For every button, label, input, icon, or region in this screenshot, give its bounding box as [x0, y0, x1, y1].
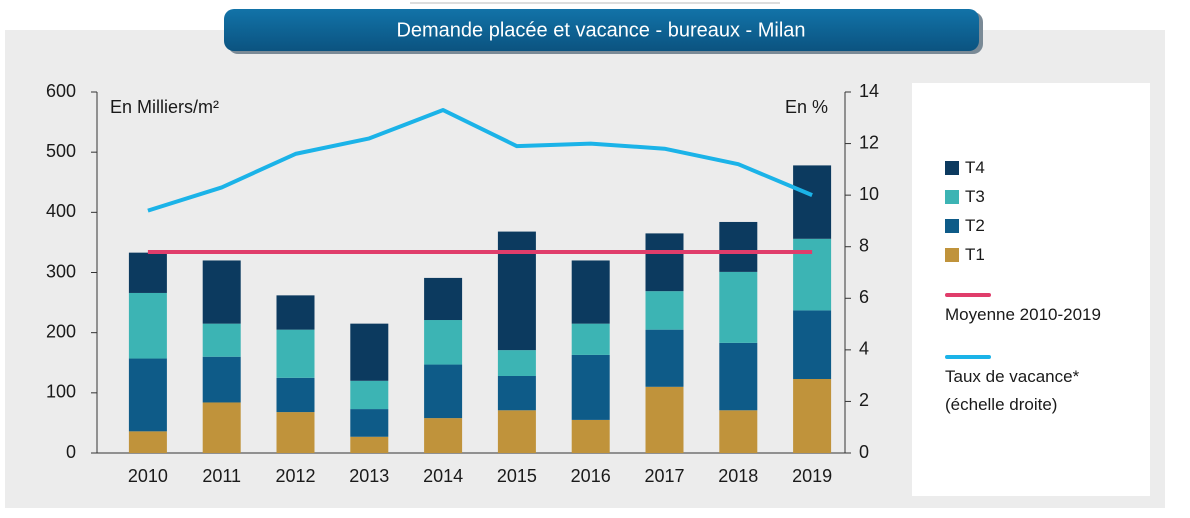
- bar-segment: [202, 402, 241, 453]
- bar-segment: [276, 295, 315, 330]
- bar-segment: [571, 260, 610, 324]
- y2-axis-label: En %: [785, 97, 828, 117]
- bar-segment: [719, 342, 758, 411]
- bar-segment: [276, 412, 315, 453]
- bar-segment: [202, 260, 241, 324]
- bar-segment: [719, 410, 758, 453]
- bar-segment: [424, 277, 463, 321]
- x-tick-label: 2015: [497, 466, 537, 486]
- bar-segment: [497, 350, 536, 376]
- bar-segment: [645, 291, 684, 330]
- chart-title: Demande placée et vacance - bureaux - Mi…: [396, 19, 805, 41]
- legend-item: T4: [945, 158, 985, 178]
- x-tick-label: 2013: [349, 466, 389, 486]
- y2-tick-label: 0: [859, 442, 869, 462]
- y2-tick-label: 10: [859, 184, 879, 204]
- legend-label: T1: [965, 245, 985, 264]
- y-tick-label: 400: [46, 201, 76, 221]
- y-tick-label: 300: [46, 261, 76, 281]
- y2-tick-label: 6: [859, 287, 869, 307]
- bar-segment: [645, 329, 684, 387]
- x-tick-label: 2016: [571, 466, 611, 486]
- bar-segment: [793, 310, 832, 379]
- y2-tick-label: 12: [859, 132, 879, 152]
- bar-segment: [424, 320, 463, 365]
- bar-segment: [793, 165, 832, 239]
- bar-segment: [497, 410, 536, 453]
- bar-segment: [645, 386, 684, 453]
- bar-segment: [128, 292, 167, 359]
- y-tick-label: 0: [66, 442, 76, 462]
- legend-item: T1: [945, 245, 985, 265]
- y-tick-label: 200: [46, 321, 76, 341]
- bar-segment: [424, 418, 463, 453]
- bar-segment: [793, 238, 832, 311]
- y2-tick-label: 8: [859, 235, 869, 255]
- bar-segment: [202, 323, 241, 357]
- legend-label: T3: [965, 187, 985, 206]
- x-tick-label: 2017: [644, 466, 684, 486]
- y-tick-label: 600: [46, 81, 76, 101]
- legend-label: T2: [965, 216, 985, 235]
- legend-swatch: [945, 219, 959, 233]
- bar-segment: [276, 329, 315, 378]
- x-tick-label: 2012: [275, 466, 315, 486]
- y2-tick-label: 14: [859, 81, 879, 101]
- bar-segment: [128, 252, 167, 293]
- legend-label: Moyenne 2010-2019: [945, 305, 1101, 324]
- title-banner: [224, 9, 979, 51]
- bar-segment: [350, 380, 389, 410]
- legend-item: T2: [945, 216, 985, 236]
- x-tick-label: 2019: [792, 466, 832, 486]
- legend-swatch: [945, 161, 959, 175]
- bar-segment: [424, 364, 463, 419]
- bar-segment: [350, 409, 389, 437]
- bar-segment: [497, 231, 536, 351]
- x-tick-label: 2010: [128, 466, 168, 486]
- bar-segment: [128, 358, 167, 432]
- y2-tick-label: 4: [859, 339, 869, 359]
- legend-line: [945, 293, 991, 297]
- bar-segment: [719, 221, 758, 272]
- bar-segment: [571, 323, 610, 355]
- bar-segment: [571, 354, 610, 420]
- bar-segment: [202, 356, 241, 403]
- legend-swatch: [945, 248, 959, 262]
- bar-segment: [645, 233, 684, 292]
- y-tick-label: 100: [46, 382, 76, 402]
- x-tick-label: 2011: [202, 466, 241, 486]
- bar-segment: [350, 436, 389, 453]
- bar-segment: [497, 375, 536, 411]
- legend-line: [945, 355, 991, 359]
- legend-swatch: [945, 190, 959, 204]
- bar-segment: [719, 271, 758, 343]
- y-tick-label: 500: [46, 141, 76, 161]
- x-tick-label: 2018: [718, 466, 758, 486]
- bar-segment: [571, 419, 610, 453]
- x-tick-label: 2014: [423, 466, 463, 486]
- bar-segment: [276, 377, 315, 413]
- legend-item: T3: [945, 187, 985, 207]
- bar-segment: [128, 431, 167, 453]
- legend-label: T4: [965, 158, 985, 177]
- y2-tick-label: 2: [859, 390, 869, 410]
- legend: T4 T3 T2 T1 Moyenne 2010-2019 Taux de vacance…: [912, 83, 1150, 496]
- y-axis-label: En Milliers/m²: [110, 97, 219, 117]
- line-series: [147, 108, 813, 213]
- bar-segment: [350, 323, 389, 381]
- bar-segment: [793, 378, 832, 453]
- legend-label: Taux de vacance* (échelle droite): [945, 367, 1080, 414]
